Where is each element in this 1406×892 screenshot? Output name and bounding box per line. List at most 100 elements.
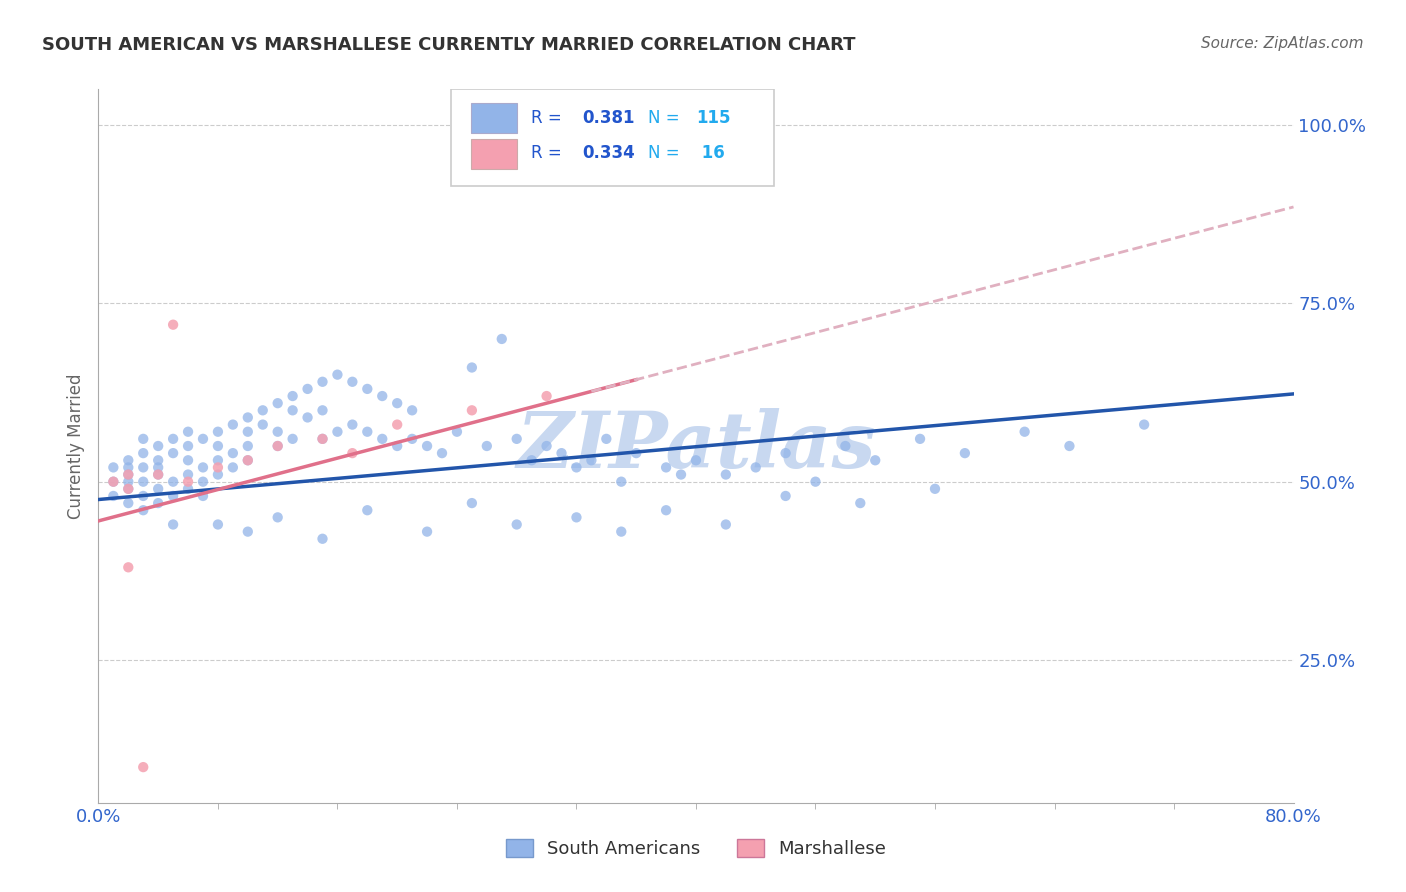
Point xyxy=(714,467,737,482)
Point xyxy=(685,453,707,467)
Text: ZIPatlas: ZIPatlas xyxy=(516,408,876,484)
Point xyxy=(550,446,572,460)
Point xyxy=(117,467,139,482)
Point xyxy=(222,460,245,475)
Point xyxy=(222,446,245,460)
Point xyxy=(177,425,200,439)
Point xyxy=(536,439,558,453)
Point xyxy=(401,432,423,446)
Point xyxy=(626,446,648,460)
Point xyxy=(117,482,139,496)
Point xyxy=(267,439,290,453)
Point xyxy=(148,453,170,467)
Point xyxy=(475,439,498,453)
Point xyxy=(132,760,155,774)
Point xyxy=(236,425,259,439)
Point xyxy=(655,460,678,475)
Point xyxy=(953,446,976,460)
Point xyxy=(669,467,692,482)
Point xyxy=(430,446,453,460)
Point xyxy=(356,382,378,396)
Point xyxy=(565,460,588,475)
Point xyxy=(148,467,170,482)
Point xyxy=(162,475,184,489)
Point xyxy=(342,375,364,389)
Point xyxy=(281,403,304,417)
Point xyxy=(162,446,184,460)
Point xyxy=(103,489,125,503)
Point xyxy=(297,382,319,396)
Point xyxy=(267,425,290,439)
Point xyxy=(207,517,229,532)
Text: 16: 16 xyxy=(696,145,724,162)
Point xyxy=(132,503,155,517)
Point xyxy=(595,432,617,446)
Point xyxy=(610,475,633,489)
Point xyxy=(342,417,364,432)
Point xyxy=(191,460,214,475)
Point xyxy=(865,453,887,467)
Point xyxy=(177,467,200,482)
Point xyxy=(236,453,259,467)
Point xyxy=(191,432,214,446)
Point xyxy=(416,524,439,539)
Point xyxy=(491,332,513,346)
Point xyxy=(177,482,200,496)
Point xyxy=(775,446,797,460)
Point xyxy=(311,403,333,417)
Text: SOUTH AMERICAN VS MARSHALLESE CURRENTLY MARRIED CORRELATION CHART: SOUTH AMERICAN VS MARSHALLESE CURRENTLY … xyxy=(42,36,856,54)
Point xyxy=(162,517,184,532)
Point xyxy=(356,503,378,517)
Point xyxy=(236,410,259,425)
Bar xyxy=(471,139,517,169)
Point xyxy=(581,453,603,467)
Point xyxy=(281,432,304,446)
Point xyxy=(148,439,170,453)
FancyBboxPatch shape xyxy=(451,89,773,186)
Point xyxy=(117,496,139,510)
Point xyxy=(207,453,229,467)
Point xyxy=(117,453,139,467)
Point xyxy=(385,396,409,410)
Point xyxy=(461,496,484,510)
Text: 115: 115 xyxy=(696,109,731,127)
Point xyxy=(222,417,245,432)
Point xyxy=(177,475,200,489)
Text: R =: R = xyxy=(531,109,567,127)
Point xyxy=(416,439,439,453)
Point xyxy=(655,503,678,517)
Point xyxy=(342,446,364,460)
Point xyxy=(148,467,170,482)
Text: 0.334: 0.334 xyxy=(582,145,636,162)
Point xyxy=(207,467,229,482)
Point xyxy=(132,432,155,446)
Point xyxy=(371,432,394,446)
Point xyxy=(311,432,333,446)
Point xyxy=(461,403,484,417)
Point xyxy=(506,517,529,532)
Point xyxy=(1133,417,1156,432)
Bar xyxy=(471,103,517,134)
Point xyxy=(207,425,229,439)
Point xyxy=(908,432,931,446)
Legend: South Americans, Marshallese: South Americans, Marshallese xyxy=(499,831,893,865)
Point xyxy=(565,510,588,524)
Point xyxy=(252,403,274,417)
Point xyxy=(311,375,333,389)
Point xyxy=(520,453,543,467)
Point xyxy=(385,417,409,432)
Point xyxy=(849,496,872,510)
Point xyxy=(446,425,468,439)
Text: 0.381: 0.381 xyxy=(582,109,636,127)
Point xyxy=(536,389,558,403)
Point xyxy=(117,560,139,574)
Point xyxy=(191,475,214,489)
Point xyxy=(177,439,200,453)
Point xyxy=(461,360,484,375)
Point xyxy=(162,489,184,503)
Point xyxy=(207,460,229,475)
Point xyxy=(1014,425,1036,439)
Point xyxy=(745,460,768,475)
Point xyxy=(103,475,125,489)
Point xyxy=(132,460,155,475)
